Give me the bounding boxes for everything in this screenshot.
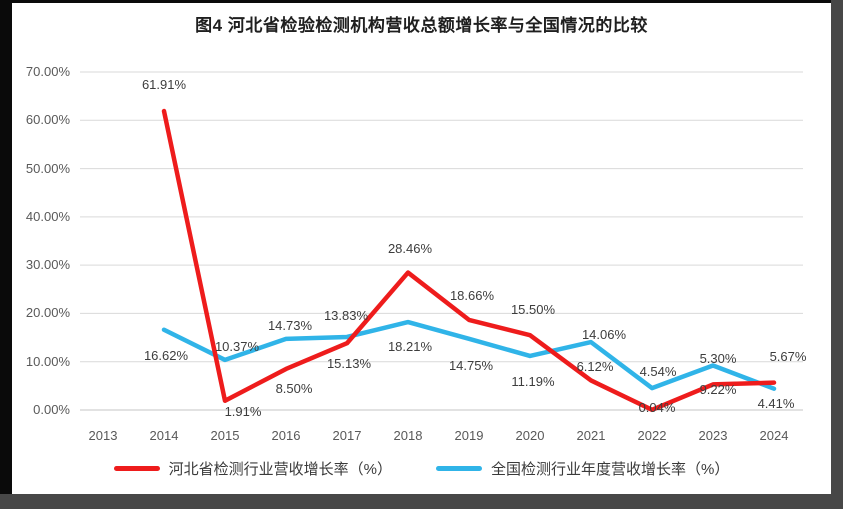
data-label-hebei: 18.66%	[449, 287, 495, 303]
series-line-hebei	[161, 108, 777, 413]
y-axis-tick-label: 50.00%	[25, 160, 70, 176]
data-label-national: 16.62%	[143, 347, 189, 363]
x-axis-tick-label: 2017	[332, 428, 362, 443]
data-label-hebei: 15.50%	[510, 302, 556, 318]
x-axis-tick-label: 2024	[759, 428, 789, 443]
chart-title: 图4 河北省检验检测机构营收总额增长率与全国情况的比较	[195, 16, 648, 35]
y-axis-tick-label: 10.00%	[25, 353, 70, 369]
x-axis-tick-label: 2020	[515, 428, 545, 443]
data-label-hebei: 6.12%	[576, 359, 614, 375]
page-edge-right	[831, 0, 843, 509]
data-label-national: 14.73%	[267, 317, 313, 333]
page-edge-top	[0, 0, 843, 3]
x-axis-tick-label: 2016	[271, 428, 301, 443]
legend-swatch-hebei-red-line-icon	[113, 466, 160, 471]
x-axis-tick-label: 2014	[149, 428, 179, 443]
data-label-national: 14.75%	[448, 357, 494, 373]
data-label-national: 10.37%	[214, 338, 260, 354]
y-axis-tick-label: 60.00%	[25, 112, 70, 128]
x-axis-tick-label: 2019	[454, 428, 484, 443]
data-label-national: 14.06%	[581, 327, 627, 343]
y-axis-tick-label: 30.00%	[25, 257, 70, 273]
data-label-hebei: 1.91%	[224, 403, 262, 419]
x-axis-tick-label: 2013	[88, 428, 118, 443]
data-label-hebei: 13.83%	[323, 308, 369, 324]
legend-label-national: 全国检测行业年度营收增长率（%）	[491, 461, 730, 478]
legend-swatch-national-blue-line-icon	[436, 466, 482, 471]
data-label-hebei: 5.30%	[699, 351, 737, 367]
x-axis-tick-label: 2021	[576, 428, 606, 443]
x-axis-tick-label: 2022	[637, 428, 667, 443]
series-line-national	[161, 319, 777, 391]
x-axis-tick-label: 2015	[210, 428, 240, 443]
data-label-hebei: 0.04%	[638, 399, 676, 415]
chart-legend: 河北省检测行业营收增长率（%） 全国检测行业年度营收增长率（%）	[12, 458, 831, 479]
data-label-national: 18.21%	[387, 339, 433, 355]
data-label-hebei: 5.67%	[769, 348, 807, 364]
data-label-national: 15.13%	[326, 355, 372, 371]
y-axis-tick-label: 70.00%	[25, 64, 70, 79]
data-label-national: 4.41%	[757, 395, 795, 411]
x-axis-tick-label: 2023	[698, 428, 728, 443]
page-edge-left	[0, 0, 12, 509]
data-label-hebei: 28.46%	[387, 240, 433, 256]
y-axis-tick-label: 20.00%	[25, 305, 70, 321]
page-edge-bottom	[0, 494, 843, 509]
data-label-hebei: 8.50%	[275, 380, 313, 396]
data-label-hebei: 61.91%	[141, 77, 187, 93]
y-axis-tick-label: 40.00%	[25, 208, 70, 224]
data-label-national: 9.22%	[699, 382, 737, 398]
data-label-national: 4.54%	[639, 364, 677, 380]
legend-label-hebei: 河北省检测行业营收增长率（%）	[168, 461, 392, 478]
legend-item-hebei: 河北省检测行业营收增长率（%）	[113, 458, 392, 479]
y-axis-tick-label: 0.00%	[33, 402, 70, 417]
legend-item-national: 全国检测行业年度营收增长率（%）	[436, 458, 729, 479]
data-label-national: 11.19%	[511, 373, 555, 389]
x-axis-tick-label: 2018	[393, 428, 423, 443]
